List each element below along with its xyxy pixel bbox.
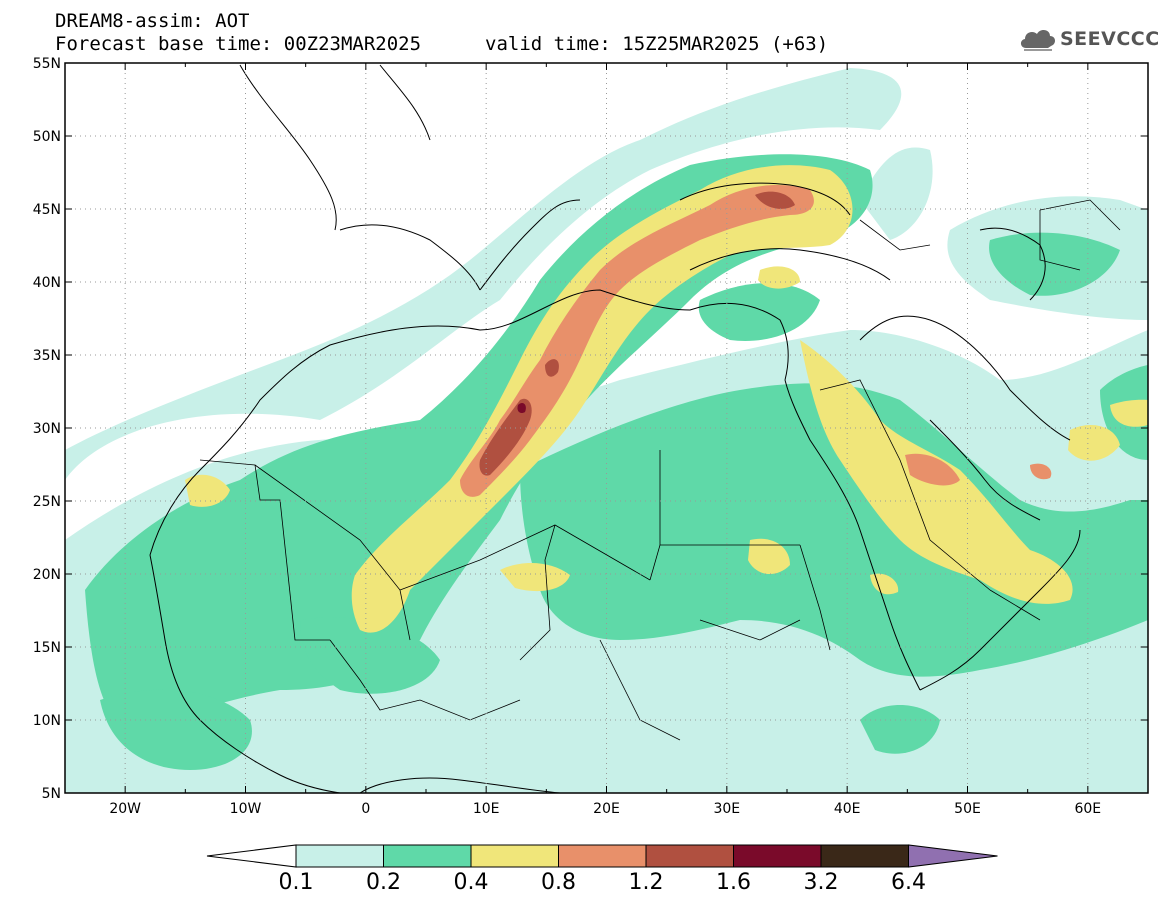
axis-ticks <box>64 62 1149 794</box>
lon-label: 20W <box>109 801 141 817</box>
colorbar-segment <box>295 844 384 868</box>
colorbar-segment <box>383 844 472 868</box>
valid-time: valid time: 15Z25MAR2025 (+63) <box>485 33 829 55</box>
forecast-base-time: Forecast base time: 00Z23MAR2025 <box>55 33 422 55</box>
colorbar-labels: 0.1 0.2 0.4 0.8 1.2 1.6 3.2 6.4 <box>279 870 927 895</box>
lon-label: 40E <box>834 801 861 817</box>
colorbar-segment <box>645 844 734 868</box>
lon-label: 0 <box>361 801 370 817</box>
lon-label: 30E <box>713 801 740 817</box>
aot-field <box>65 68 1148 793</box>
colorbar-label: 1.6 <box>716 870 751 895</box>
latitude-labels: 5N 10N 15N 20N 25N 30N 35N 40N 45N 50N 55N <box>33 56 61 802</box>
colorbar-segment <box>820 844 909 868</box>
lon-label: 10W <box>230 801 262 817</box>
lat-label: 20N <box>33 567 61 583</box>
map-title: DREAM8-assim: AOT <box>55 10 250 32</box>
colorbar-label: 0.4 <box>454 870 489 895</box>
colorbar-label: 1.2 <box>629 870 664 895</box>
lat-label: 5N <box>42 786 61 802</box>
seevccc-logo: SEEVCCC <box>1018 22 1159 56</box>
logo-text: SEEVCCC <box>1060 28 1160 50</box>
colorbar-segment <box>558 844 647 868</box>
colorbar-segment <box>733 844 822 868</box>
lat-label: 10N <box>33 713 61 729</box>
graticule <box>65 63 1148 793</box>
lat-label: 45N <box>33 202 61 218</box>
cloud-icon <box>1020 30 1056 51</box>
lat-label: 55N <box>33 56 61 72</box>
lat-label: 30N <box>33 421 61 437</box>
lat-label: 15N <box>33 640 61 656</box>
country-borders <box>199 199 1121 741</box>
colorbar-label: 3.2 <box>804 870 839 895</box>
colorbar-segment <box>470 844 559 868</box>
colorbar-label: 6.4 <box>891 870 926 895</box>
colorbar-under-arrow <box>206 844 297 868</box>
colorbar-over-arrow <box>908 844 998 868</box>
colorbar-label: 0.8 <box>541 870 576 895</box>
coastlines <box>149 64 1081 793</box>
lat-label: 50N <box>33 129 61 145</box>
lat-label: 35N <box>33 348 61 364</box>
colorbar-label: 0.2 <box>366 870 401 895</box>
colorbar-label: 0.1 <box>279 870 314 895</box>
colorbar <box>206 844 998 868</box>
lon-label: 10E <box>473 801 500 817</box>
lat-label: 40N <box>33 275 61 291</box>
lon-label: 50E <box>954 801 981 817</box>
lon-label: 20E <box>593 801 620 817</box>
lon-label: 60E <box>1074 801 1101 817</box>
lat-label: 25N <box>33 494 61 510</box>
longitude-labels: 20W 10W 0 10E 20E 30E 40E 50E 60E <box>109 801 1101 817</box>
